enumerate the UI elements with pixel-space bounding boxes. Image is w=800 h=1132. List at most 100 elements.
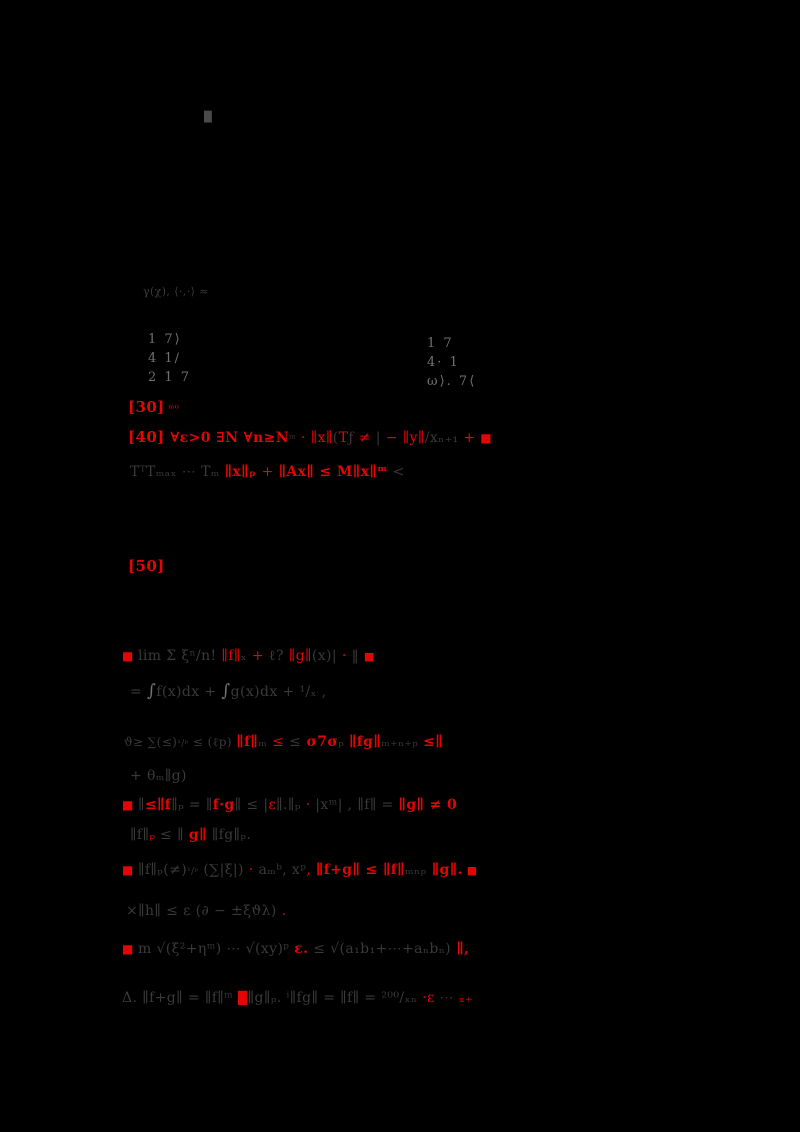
text-segment: ∥x∥ <box>310 430 333 446</box>
text-segment: √(a₁b₁+⋯+aₙbₙ) <box>330 941 452 957</box>
text-segment: ∥ₚ = ∥ <box>171 797 213 813</box>
text-segment: ᵐ⁰ <box>164 404 180 415</box>
statement-40-continuation: TᵀTₘₐₓ ⋯ Tₘ ∥x∥ₚ + ∥Ax∥ ≤ M∥x∥ᵐ < <box>130 464 405 480</box>
text-segment: ∥.∥ₚ <box>276 797 306 813</box>
text-segment: f(x)dx + <box>156 684 222 700</box>
text-segment: ᵇ, xᵖ <box>276 862 307 878</box>
text-segment: ₓ₊ <box>458 990 473 1006</box>
proof-item-4-line-2: Δ. ∥f+g∥ = ∥f∥ᵐ █∥g∥ₚ. ⁱ∥fg∥ = ∥f∥ = ²⁰⁰… <box>122 990 473 1006</box>
proof-item-2-line-2: ∥f∥ₚ ≤ ∥ g∥ ∥fg∥ₚ. <box>130 827 251 843</box>
text-segment: TᵀTₘₐₓ ⋯ Tₘ <box>130 464 225 480</box>
text-segment: ∥g∥. <box>426 862 463 878</box>
text-segment: · <box>341 648 347 664</box>
text-segment: = <box>130 684 147 700</box>
text-segment: ∥Ax∥ ≤ M∥x∥ᵐ <box>278 464 388 480</box>
text-segment: ᵐ <box>288 432 297 445</box>
text-segment: ∫ <box>146 681 157 701</box>
text-segment: [50] <box>128 557 165 575</box>
text-segment: g(x)dx + <box>230 684 300 700</box>
text-segment: ℓ? <box>268 648 289 664</box>
text-segment: [30] <box>128 398 165 416</box>
text-segment: ■ <box>462 864 478 877</box>
text-segment: ·ε <box>417 990 435 1006</box>
text-segment: σ7σ <box>301 734 339 750</box>
text-segment: ■ <box>122 649 138 663</box>
text-segment: Δ. ∥f+g∥ = ∥f∥ᵐ <box>122 990 239 1006</box>
text-segment: , <box>306 862 316 878</box>
text-segment: − ∥y∥ <box>385 430 425 446</box>
text-segment: + θₘ∥g) <box>130 768 187 784</box>
text-segment: ∥g∥ <box>288 648 312 664</box>
text-segment: aₘ <box>253 862 277 878</box>
text-segment: ∫ <box>221 681 231 701</box>
matrix-right-row-2: 4· 1 <box>427 355 460 370</box>
text-segment: · <box>296 430 311 446</box>
proof-item-1-line-1: ■ lim Σ ξⁿ/n! ∥f∥ₓ + ℓ? ∥g∥(x)| · ‖ ■ <box>122 648 375 664</box>
text-segment: = <box>364 990 382 1006</box>
text-segment: ∥fg∥ₚ. <box>206 827 252 843</box>
proof-item-4-line-1: ■ m √(ξ²+ηᵐ) ⋯ √(xy)ᵖ ε. ≤ √(a₁b₁+⋯+aₙbₙ… <box>122 941 469 957</box>
text-segment: ≤ (ℓp) <box>188 735 237 749</box>
matrix-left-row-2: 4 1/ <box>148 351 182 366</box>
text-segment: + <box>261 464 279 480</box>
text-segment: T <box>338 430 349 446</box>
matrix-left: 1 7⟩ 4 1/ 2 1 7 <box>148 330 191 387</box>
proof-item-3-line-1: ■ ∥f∥ₚ(≠)¹/ᵖ (∑|ξ|) · aₘᵇ, xᵖ, ∥f+g∥ ≤ ∥… <box>122 862 478 878</box>
text-segment: [40] <box>128 428 171 446</box>
page-mark: █ <box>204 108 212 124</box>
text-segment: ( <box>332 430 339 446</box>
text-segment: ×∥h∥ ≤ ε (∂ − ±ξϑλ) <box>126 903 277 919</box>
text-segment: ₘ <box>258 734 268 750</box>
text-segment: █ <box>204 112 213 123</box>
matrix-right-row-1: 1 7 <box>427 336 454 351</box>
text-segment: | <box>370 430 386 446</box>
text-segment: |xᵐ| , <box>310 797 358 813</box>
text-segment: ∥x∥ₚ <box>224 464 262 480</box>
text-segment: ¹/ᵖ <box>177 739 189 749</box>
text-segment: ₚ <box>338 734 349 750</box>
text-segment: ‖ <box>346 648 364 664</box>
text-segment: ■ <box>122 863 138 877</box>
text-segment: ∥ <box>137 797 145 813</box>
text-segment: ∥f∥ <box>130 827 150 843</box>
text-segment: ∥f∥ₚ(≠) <box>137 862 188 878</box>
text-segment: ¹/ₓ , <box>299 684 327 700</box>
text-segment: ⁱ∥fg∥ = ∥f∥ <box>286 990 365 1006</box>
statement-40: [40] ∀ε>0 ∃N ∀n≥Nᵐ · ∥x∥(Tƒ ≠ | − ∥y∥/xₙ… <box>128 428 492 446</box>
text-segment: ∥ ≤ | <box>234 797 269 813</box>
text-segment: ■ <box>122 798 138 812</box>
text-segment: ¹/ᵖ <box>187 867 199 877</box>
text-segment: ∥f+g∥ ≤ ∥f∥ <box>315 862 405 878</box>
proof-item-2-line-1: ■ ∥≤∥f∥ₚ = ∥f·g∥ ≤ |ε∥.∥ₚ · |xᵐ| , ∥f∥ =… <box>122 797 457 813</box>
proof-item-1-line-3: ϑ≥ ∑(≤)¹/ᵖ ≤ (ℓp) ∥f∥ₘ ≤ ≤ σ7σₚ ∥fg∥ₘ₊ₙ₊… <box>124 734 443 750</box>
text-segment: ∥g∥ₚ. <box>247 990 287 1006</box>
text-segment: . <box>276 903 287 919</box>
citation-50: [50] <box>128 557 165 575</box>
proof-item-1-line-2: = ∫f(x)dx + ∫g(x)dx + ¹/ₓ , <box>130 681 327 702</box>
text-segment: γ(χ), ⟨·,·⟩ ≈ <box>143 285 209 298</box>
text-segment: ϑ≥ ∑(≤) <box>124 735 178 749</box>
text-segment: + <box>247 648 269 664</box>
text-segment: m <box>137 941 157 957</box>
text-segment: (x)| <box>311 648 342 664</box>
text-segment: ε. <box>294 941 309 957</box>
text-segment: ≤ <box>289 734 302 750</box>
text-segment: ∥g∥ ≠ 0 <box>398 797 458 813</box>
text-segment: · <box>305 797 311 813</box>
text-segment: ≤∥f <box>144 797 172 813</box>
matrix-right: 1 7 4· 1 ω⟩. 7⟨ <box>427 334 476 391</box>
text-segment: < <box>387 464 405 480</box>
text-segment: · <box>248 862 254 878</box>
text-segment: ₚ <box>149 827 156 843</box>
text-segment: + <box>463 430 481 446</box>
text-segment: (∑|ξ|) <box>198 862 249 878</box>
text-segment: ∀ε>0 ∃N ∀n≥N <box>170 430 289 446</box>
text-segment: ²⁰⁰/ₓₙ <box>381 990 418 1006</box>
citation-30: [30] ᵐ⁰ <box>128 398 180 416</box>
text-segment: g∥ <box>188 827 207 843</box>
text-segment: ₘₙₚ <box>405 862 427 878</box>
text-segment: ₘ₊ₙ₊ₚ <box>381 734 424 750</box>
text-segment: ∥fg∥ <box>348 734 382 750</box>
text-segment: ≠ <box>358 430 371 446</box>
